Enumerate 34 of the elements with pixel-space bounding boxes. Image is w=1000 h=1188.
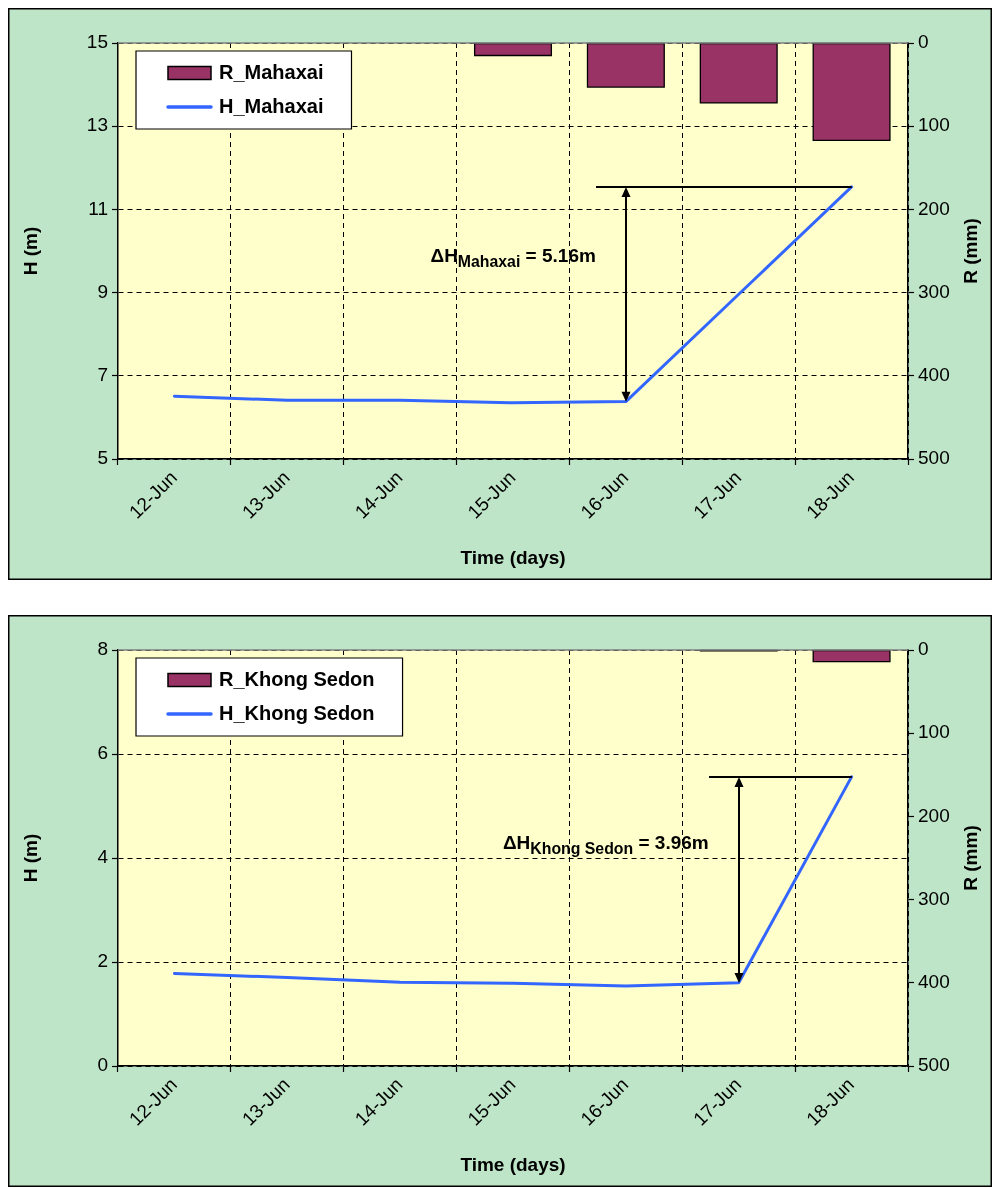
y-tick-label: 9 xyxy=(97,280,108,302)
y-tick-label: 15 xyxy=(86,31,108,53)
legend-label: H_Khong Sedon xyxy=(219,701,375,724)
annotation: ΔH$_{Khong Sedon}$ = 3.96m xyxy=(502,831,709,858)
y-tick-label: 7 xyxy=(97,364,108,386)
y2-tick-label: 400 xyxy=(918,364,950,386)
legend-label: R_Mahaxai xyxy=(219,60,324,83)
y2-tick-label: 400 xyxy=(918,971,950,993)
y2-tick-label: 100 xyxy=(918,721,950,743)
y2-tick-label: 0 xyxy=(918,31,929,53)
y2-axis-title: R (mm) xyxy=(960,218,982,284)
y-tick-label: 4 xyxy=(97,846,109,868)
y2-tick-label: 200 xyxy=(918,197,950,219)
y2-tick-label: 500 xyxy=(918,1054,950,1076)
y-tick-label: 6 xyxy=(97,742,108,764)
x-axis-title: Time (days) xyxy=(460,546,566,568)
y-axis-title: H (m) xyxy=(19,226,41,276)
x-axis-title: Time (days) xyxy=(460,1153,566,1175)
y-tick-label: 13 xyxy=(86,114,108,136)
y-tick-label: 5 xyxy=(97,447,108,469)
y2-tick-label: 500 xyxy=(918,447,950,469)
y2-tick-label: 100 xyxy=(918,114,950,136)
y2-tick-label: 0 xyxy=(918,638,929,660)
y-tick-label: 8 xyxy=(97,638,108,660)
y-tick-label: 11 xyxy=(88,197,108,219)
y2-tick-label: 200 xyxy=(918,804,950,826)
legend-label: R_Khong Sedon xyxy=(219,667,375,690)
y-tick-label: 0 xyxy=(97,1054,108,1076)
y2-axis-title: R (mm) xyxy=(960,825,982,891)
legend-label: H_Mahaxai xyxy=(219,94,324,117)
y2-tick-label: 300 xyxy=(918,887,950,909)
y2-tick-label: 300 xyxy=(918,280,950,302)
y-tick-label: 2 xyxy=(97,950,108,972)
y-axis-title: H (m) xyxy=(19,833,41,883)
